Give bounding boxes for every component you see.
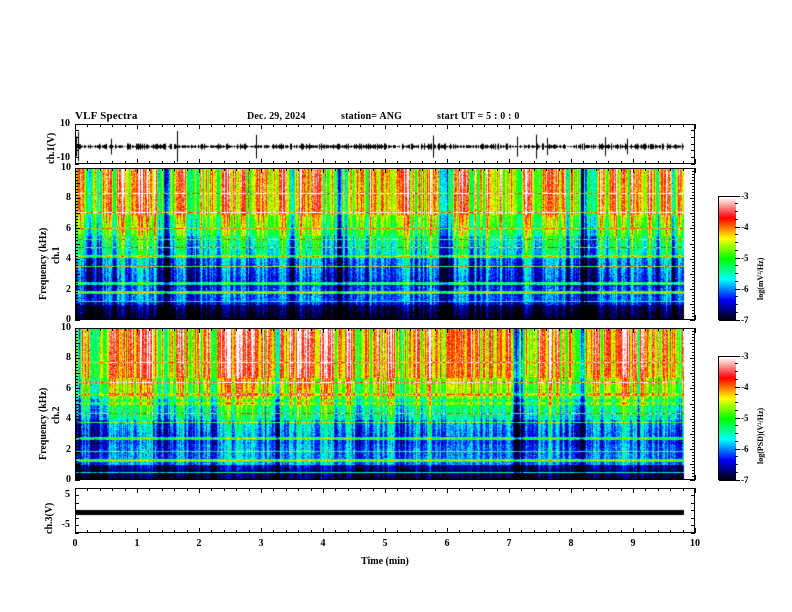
colorbar-ch1-title: log(mV²/Hz) bbox=[756, 257, 765, 300]
colorbar-tick-label: -6 bbox=[741, 284, 749, 294]
y-tick-label: 4 bbox=[66, 253, 71, 265]
x-tick-label: 0 bbox=[72, 538, 78, 549]
x-tick-label: 2 bbox=[196, 538, 202, 549]
y-tick-label: 8 bbox=[66, 352, 71, 364]
y-tick-label: 4 bbox=[66, 413, 71, 425]
y-tick-label: 0 bbox=[66, 314, 71, 325]
ch2-spectrogram-panel bbox=[75, 328, 695, 480]
ch3-waveform-ytick-hi: 5 bbox=[65, 489, 70, 500]
x-tick-label: 4 bbox=[320, 538, 326, 549]
colorbar-ch2-title: log(PSD)(V²/Hz) bbox=[756, 407, 765, 464]
colorbar-tick-label: -4 bbox=[741, 222, 749, 232]
x-tick-label: 6 bbox=[444, 538, 450, 549]
y-tick-label: 6 bbox=[66, 382, 71, 394]
header-station: station= ANG bbox=[341, 111, 403, 122]
colorbar-tick-label: -7 bbox=[741, 475, 749, 485]
ch1-waveform-ytick-lo: -10 bbox=[56, 152, 70, 163]
colorbar-tick-label: -5 bbox=[741, 253, 749, 263]
y-tick-label: 8 bbox=[66, 192, 71, 204]
x-axis-title: Time (min) bbox=[361, 556, 409, 567]
x-tick-label: 9 bbox=[630, 538, 636, 549]
colorbar-tick-label: -3 bbox=[741, 351, 749, 361]
page-title: VLF Spectra bbox=[75, 110, 138, 122]
ch3-waveform-panel bbox=[75, 488, 695, 533]
colorbar-tick-label: -3 bbox=[741, 191, 749, 201]
colorbar-ch1 bbox=[718, 196, 736, 321]
y-tick-label: 10 bbox=[61, 322, 71, 333]
colorbar-ch2 bbox=[718, 356, 736, 481]
colorbar-tick-label: -6 bbox=[741, 444, 749, 454]
colorbar-tick-label: -5 bbox=[741, 413, 749, 423]
header-start-ut: start UT = 5 : 0 : 0 bbox=[437, 111, 520, 122]
ch3-waveform-ytick-lo: -5 bbox=[61, 519, 70, 530]
ch1-spectrogram-axis-title: Frequency (kHz) bbox=[38, 227, 49, 300]
header-date: Dec. 29, 2024 bbox=[247, 111, 306, 122]
ch2-spectrogram-axis-title: Frequency (kHz) bbox=[38, 387, 49, 460]
y-tick-label: 10 bbox=[61, 162, 71, 173]
ch1-waveform-ytick-hi: 10 bbox=[60, 118, 70, 129]
x-tick-label: 3 bbox=[258, 538, 264, 549]
x-tick-label: 1 bbox=[134, 538, 140, 549]
y-tick-label: 2 bbox=[66, 443, 71, 455]
x-tick-label: 8 bbox=[568, 538, 574, 549]
y-tick-label: 2 bbox=[66, 283, 71, 295]
x-tick-label: 10 bbox=[690, 538, 700, 549]
colorbar-tick-label: -7 bbox=[741, 315, 749, 325]
x-tick-label: 7 bbox=[506, 538, 512, 549]
colorbar-tick-label: -4 bbox=[741, 382, 749, 392]
ch1-waveform-panel bbox=[75, 124, 695, 164]
y-tick-label: 6 bbox=[66, 222, 71, 234]
y-tick-label: 0 bbox=[66, 474, 71, 485]
x-tick-label: 5 bbox=[382, 538, 388, 549]
ch1-spectrogram-panel bbox=[75, 168, 695, 320]
